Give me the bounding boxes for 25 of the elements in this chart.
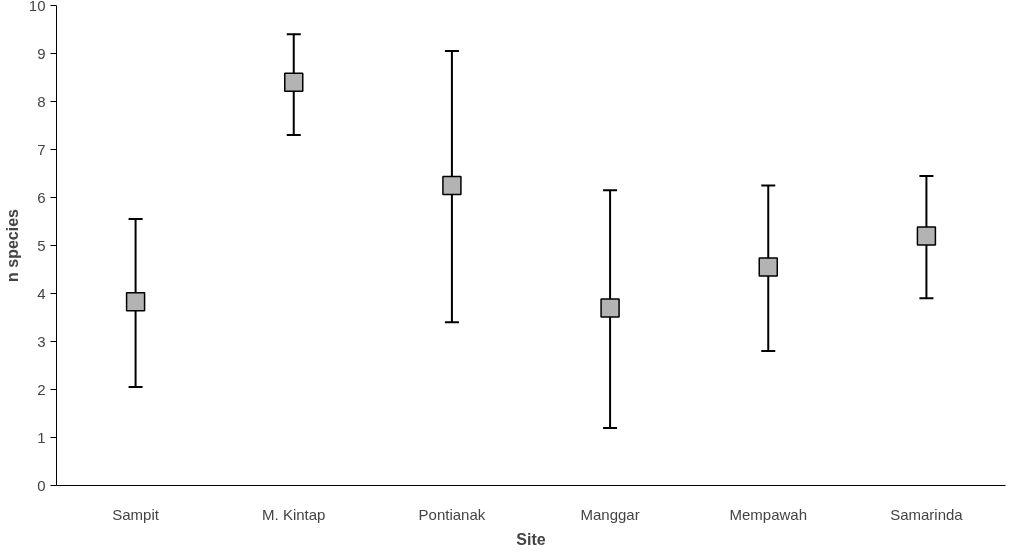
y-axis-title: n species bbox=[3, 208, 21, 282]
point bbox=[442, 175, 462, 196]
y-tick-label: 5 bbox=[37, 236, 46, 254]
y-tick-label: 1 bbox=[37, 428, 46, 446]
x-tick-label: Manggar bbox=[580, 505, 640, 523]
y-tick-label: 8 bbox=[37, 92, 46, 110]
y-tick-label: 9 bbox=[37, 44, 46, 62]
y-tick-label: 4 bbox=[37, 284, 46, 302]
y-tick-label: 10 bbox=[28, 0, 46, 14]
point bbox=[916, 226, 937, 246]
y-tick-label: 2 bbox=[37, 380, 46, 398]
y-tick-label: 0 bbox=[37, 476, 46, 494]
x-tick-label: M. Kintap bbox=[262, 505, 326, 523]
x-tick-label: Sampit bbox=[112, 505, 160, 523]
point bbox=[284, 72, 304, 93]
x-axis-title: Site bbox=[516, 530, 546, 548]
x-tick-label: Samarinda bbox=[890, 505, 964, 523]
y-tick-label: 7 bbox=[37, 140, 46, 158]
y-tick-label: 3 bbox=[37, 332, 46, 350]
point bbox=[125, 291, 146, 312]
x-tick-label: Pontianak bbox=[418, 505, 486, 523]
x-tick-label: Mempawah bbox=[729, 505, 808, 523]
y-tick-label: 6 bbox=[37, 188, 46, 206]
point bbox=[600, 298, 620, 318]
point bbox=[758, 257, 778, 277]
